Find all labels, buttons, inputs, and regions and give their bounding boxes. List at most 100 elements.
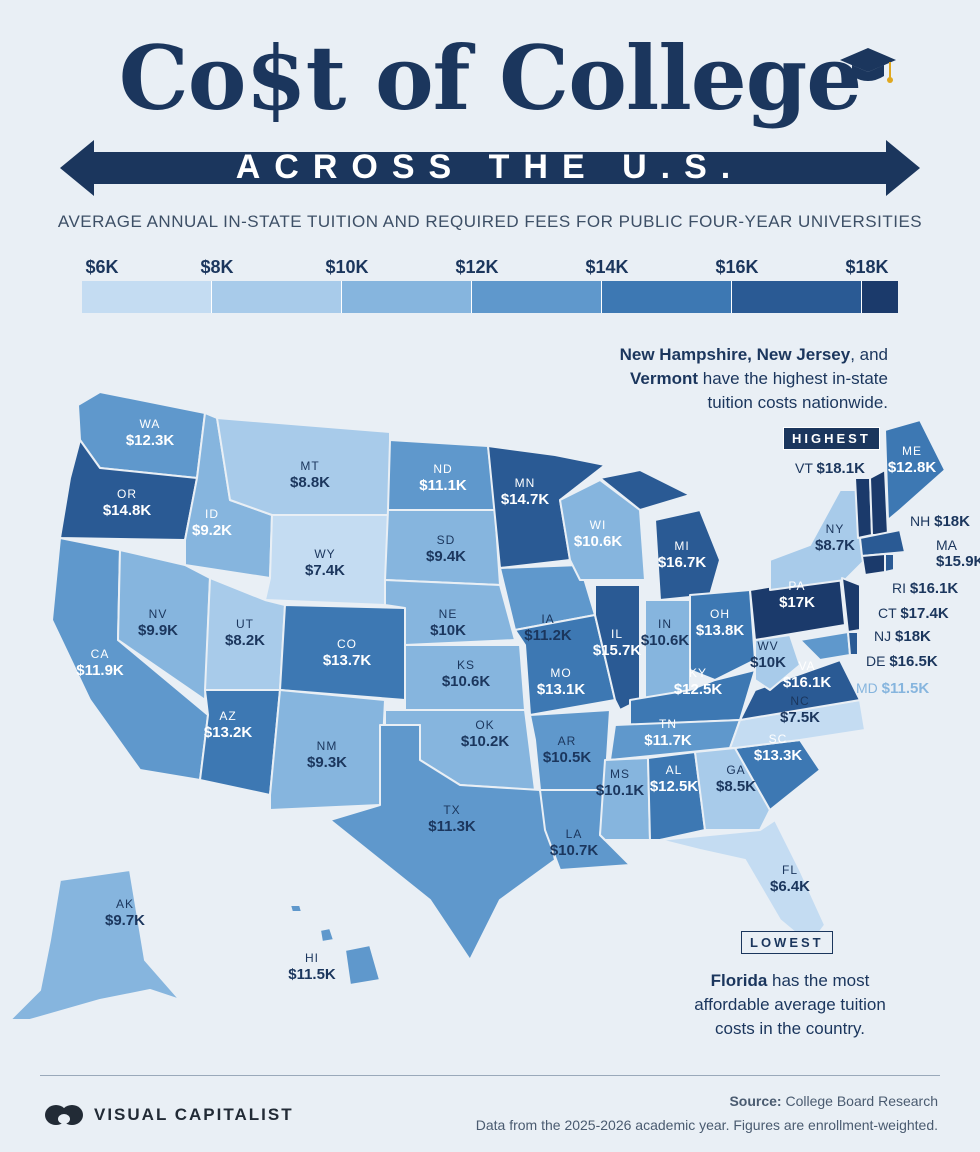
state-label-pa: PA $17K xyxy=(779,579,815,611)
state-oh xyxy=(689,589,756,681)
legend-swatch xyxy=(342,281,473,313)
state-me xyxy=(884,419,946,521)
lowest-tag: LOWEST xyxy=(741,931,833,954)
highest-tag: HIGHEST xyxy=(783,427,880,450)
state-mi-up xyxy=(599,469,691,511)
state-label-mt: MT $8.8K xyxy=(289,459,331,491)
state-label-wa: WA $12.3K xyxy=(125,417,175,449)
state-va xyxy=(739,659,861,721)
state-label-ut: UT $8.2K xyxy=(224,617,266,649)
state-label-co: CO $13.7K xyxy=(322,637,372,669)
state-nh xyxy=(869,469,889,536)
side-label-md: MD $11.5K xyxy=(856,680,930,697)
state-az xyxy=(199,689,281,796)
side-label-ri: RI $16.1K xyxy=(892,580,959,597)
state-label-ne: NE $10K xyxy=(430,607,466,639)
legend-swatch xyxy=(472,281,603,313)
state-label-ia: IA $11.2K xyxy=(524,612,572,644)
state-label-la: LA $10.7K xyxy=(549,827,599,859)
state-label-wy: WY $7.4K xyxy=(304,547,346,579)
state-label-ks: KS $10.6K xyxy=(441,658,491,690)
map-description: AVERAGE ANNUAL IN-STATE TUITION AND REQU… xyxy=(57,212,923,231)
legend-label: $18K xyxy=(845,257,889,277)
data-note: Data from the 2025-2026 academic year. F… xyxy=(475,1117,938,1133)
state-label-hi: HI $11.5K xyxy=(288,951,336,983)
state-label-ga: GA $8.5K xyxy=(715,763,757,795)
state-wi xyxy=(559,479,646,581)
state-label-wv: WV $10K xyxy=(750,639,786,671)
visual-capitalist-logo-icon xyxy=(45,1105,83,1125)
side-label-ct: CT $17.4K xyxy=(878,605,949,622)
legend-label: $16K xyxy=(715,257,759,277)
state-label-sd: SD $9.4K xyxy=(425,533,467,565)
state-label-in: IN $10.6K xyxy=(640,617,690,649)
state-ga xyxy=(694,747,771,831)
brand-name: VISUAL CAPITALIST xyxy=(94,1105,294,1124)
state-label-nc: NC $7.5K xyxy=(779,694,821,726)
side-label-vt: VT $18.1K xyxy=(795,460,865,477)
legend-labels: $6K $8K $10K $12K $14K $16K $18K xyxy=(82,257,902,279)
state-label-il: IL $15.7K xyxy=(592,627,642,659)
highest-callout: New Hampshire, New Jersey, and Vermont h… xyxy=(619,345,888,412)
state-label-ms: MS $10.1K xyxy=(595,767,645,799)
state-hi xyxy=(289,904,303,913)
state-al xyxy=(647,751,706,841)
state-il xyxy=(594,584,641,711)
state-label-mn: MN $14.7K xyxy=(500,476,550,508)
state-label-sc: SC $13.3K xyxy=(753,732,803,764)
legend-label: $14K xyxy=(585,257,629,277)
legend-swatch xyxy=(602,281,733,313)
legend-swatch xyxy=(212,281,343,313)
state-label-tn: TN $11.7K xyxy=(644,717,692,749)
state-label-id: ID $9.2K xyxy=(191,507,233,539)
state-mo xyxy=(514,614,616,716)
legend-label: $12K xyxy=(455,257,499,277)
source-line: Source: College Board Research xyxy=(729,1093,938,1109)
state-ct xyxy=(861,553,886,576)
state-label-nd: ND $11.1K xyxy=(419,462,467,494)
state-ma xyxy=(859,529,906,557)
state-ms xyxy=(599,757,651,841)
legend-label: $10K xyxy=(325,257,369,277)
legend-color-scale xyxy=(82,281,899,313)
subtitle-arrow-band xyxy=(60,140,920,196)
state-label-me: ME $12.8K xyxy=(887,444,937,476)
lowest-callout: Florida has the most affordable average … xyxy=(694,971,886,1038)
state-label-ak: AK $9.7K xyxy=(104,897,146,929)
legend-label: $6K xyxy=(85,257,119,277)
side-label-ma: MA $15.9K xyxy=(936,537,980,570)
state-label-nv: NV $9.9K xyxy=(137,607,179,639)
state-label-wi: WI $10.6K xyxy=(573,518,623,550)
state-de xyxy=(847,631,859,656)
state-wy xyxy=(264,514,391,606)
state-label-nm: NM $9.3K xyxy=(306,739,348,771)
footer-divider xyxy=(40,1075,940,1076)
state-label-oh: OH $13.8K xyxy=(695,607,745,639)
state-label-al: AL $12.5K xyxy=(649,763,699,795)
state-label-va: VA $16.1K xyxy=(782,659,832,691)
side-label-nh: NH $18K xyxy=(910,513,970,530)
state-label-fl: FL $6.4K xyxy=(769,863,811,895)
state-label-mi: MI $16.7K xyxy=(657,539,707,571)
graduation-cap-icon xyxy=(840,48,896,83)
state-label-mo: MO $13.1K xyxy=(536,666,586,698)
state-nm xyxy=(269,689,386,811)
legend-swatch xyxy=(82,281,213,313)
state-label-ar: AR $10.5K xyxy=(542,734,592,766)
state-label-tx: TX $11.3K xyxy=(428,803,476,835)
us-map: WA $12.3K OR $14.8K CA $11.9K ID $9.2K NV $9.… xyxy=(0,330,980,1050)
state-hi-3 xyxy=(344,944,381,986)
state-label-ca: CA $11.9K xyxy=(76,647,124,679)
state-hi-2 xyxy=(319,927,335,943)
side-label-de: DE $16.5K xyxy=(866,653,938,670)
page-title: Co$t of College xyxy=(118,26,863,130)
page-subtitle: ACROSS THE U.S. xyxy=(235,148,745,186)
brand-logo: VISUAL CAPITALIST xyxy=(44,1103,294,1127)
state-label-ok: OK $10.2K xyxy=(460,718,510,750)
state-label-az: AZ $13.2K xyxy=(203,709,253,741)
state-label-ny: NY $8.7K xyxy=(814,522,856,554)
legend-swatch xyxy=(732,281,863,313)
legend-swatch xyxy=(862,281,899,313)
us-map-shapes xyxy=(9,391,946,1021)
state-label-ky: KY $12.5K xyxy=(673,666,723,698)
